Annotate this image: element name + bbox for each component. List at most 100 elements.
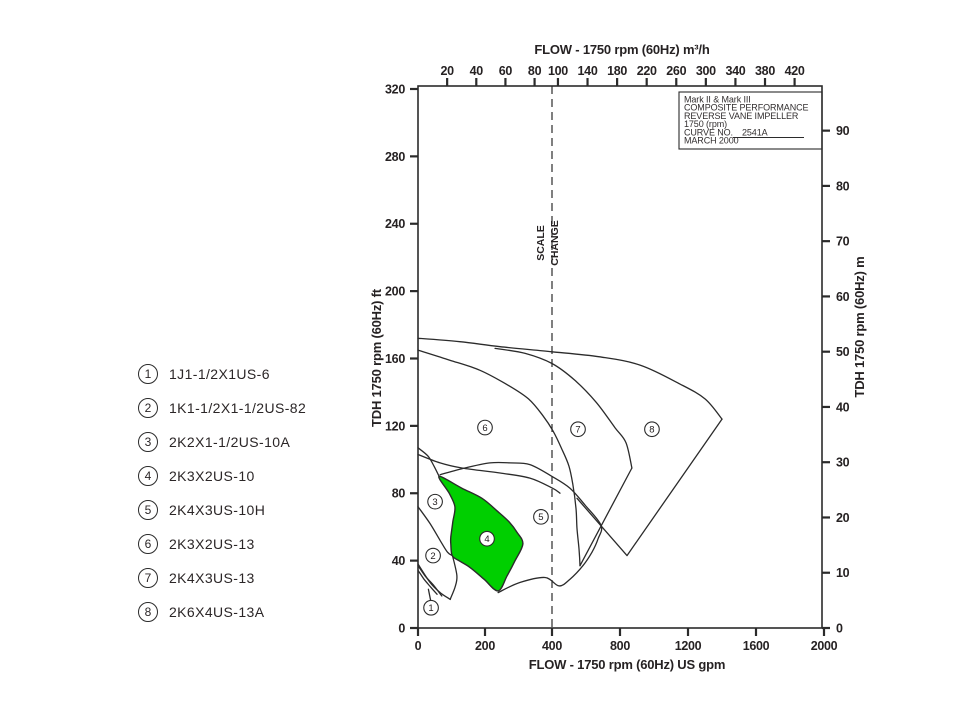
region-marker-number: 3 [432, 497, 437, 508]
axis-tick-label: 800 [610, 639, 630, 653]
axis-tick-label: 0 [836, 622, 843, 636]
legend-item: 3 2K2X1-1/2US-10A [138, 430, 306, 454]
legend-item: 8 2K6X4US-13A [138, 600, 306, 624]
region-marker-circle [644, 421, 660, 438]
title-block-line: Mark II & Mark III [684, 95, 751, 105]
right-axis-title: TDH 1750 rpm (60Hz) m [852, 256, 867, 397]
axis-tick-label: 180 [607, 64, 627, 78]
legend-number-badge: 1 [138, 364, 158, 384]
axis-tick-label: 0 [398, 622, 405, 636]
legend-number-badge: 7 [138, 568, 158, 588]
axis-tick-label: 280 [385, 150, 405, 164]
legend-item: 5 2K4X3US-10H [138, 498, 306, 522]
pump-model-legend: 1 1J1-1/2X1US-6 2 1K1-1/2X1-1/2US-82 3 2… [138, 362, 306, 634]
axis-tick-label: 40 [470, 64, 484, 78]
legend-item-label: 2K4X3US-10H [169, 502, 266, 518]
title-block-line: 1750 (rpm) [684, 119, 727, 129]
axis-tick-label: 80 [528, 64, 542, 78]
axis-tick-label: 240 [385, 217, 405, 231]
axis-tick-label: 100 [548, 64, 568, 78]
axis-tick-label: 60 [499, 64, 513, 78]
axis-tick-label: 30 [836, 456, 850, 470]
region-marker-number: 2 [430, 551, 435, 562]
region2-right-edge [449, 554, 458, 601]
region-marker-3: 3 [427, 493, 443, 510]
region6-bottom-curve [417, 453, 561, 494]
axis-tick-label: 120 [385, 419, 405, 433]
region-marker-circle [425, 547, 441, 564]
region6-right-curve [417, 349, 581, 567]
region-marker-7: 7 [570, 421, 586, 438]
region-marker-8: 8 [644, 421, 660, 438]
scale-change-label-line1: SCALE [535, 225, 547, 261]
region-marker-1: 1 [423, 599, 439, 616]
region-marker-circle [570, 421, 586, 438]
curve-no-value: 2541A [742, 127, 768, 137]
region7-right-edge [579, 467, 633, 567]
axis-tick-label: 420 [785, 64, 805, 78]
axis-tick-label: 60 [836, 290, 850, 304]
region2-top-curve [417, 506, 454, 557]
legend-item-label: 2K6X4US-13A [169, 604, 265, 620]
region-marker-circle [423, 599, 439, 616]
bottom-axis-title: FLOW - 1750 rpm (60Hz) US gpm [529, 657, 725, 672]
region-marker-number: 4 [484, 534, 489, 545]
legend-item-label: 2K4X3US-13 [169, 570, 255, 586]
legend-item: 4 2K3X2US-10 [138, 464, 306, 488]
axis-tick-label: 70 [836, 235, 850, 249]
axis-tick-label: 1200 [675, 639, 702, 653]
title-block-line: REVERSE VANE IMPELLER [684, 111, 799, 121]
region-marker-6: 6 [477, 419, 493, 436]
legend-number-badge: 6 [138, 534, 158, 554]
region-marker-circle [479, 530, 495, 547]
axis-tick-label: 2000 [811, 639, 838, 653]
legend-item-label: 1K1-1/2X1-1/2US-82 [169, 400, 307, 416]
title-block-date: MARCH 2000 [684, 136, 739, 146]
axis-tick-label: 20 [836, 511, 850, 525]
region1-inner-curve [417, 570, 438, 595]
region-marker-5: 5 [533, 508, 549, 525]
axis-tick-label: 400 [542, 639, 562, 653]
region-marker-number: 8 [649, 425, 654, 436]
legend-item: 7 2K4X3US-13 [138, 566, 306, 590]
curve-no-label: CURVE NO. [684, 127, 733, 137]
axis-tick-label: 160 [385, 352, 405, 366]
axis-tick-label: 140 [578, 64, 598, 78]
region-marker-circle [427, 493, 443, 510]
composite-top-curve [417, 337, 723, 420]
axis-tick-label: 320 [385, 82, 405, 96]
axis-tick-label: 220 [637, 64, 657, 78]
legend-item-label: 2K3X2US-13 [169, 536, 255, 552]
left-axis-title: TDH 1750 rpm (60Hz) ft [369, 288, 384, 427]
region-marker-circle [533, 508, 549, 525]
legend-item: 2 1K1-1/2X1-1/2US-82 [138, 396, 306, 420]
title-block-line: COMPOSITE PERFORMANCE [684, 103, 809, 113]
title-block-border [678, 91, 823, 150]
region-marker-number: 6 [482, 423, 487, 434]
axis-tick-label: 40 [836, 400, 850, 414]
region8-edge [576, 418, 723, 557]
axis-tick-label: 80 [392, 487, 406, 501]
region-marker-number: 1 [428, 603, 433, 614]
region7-top-curve [494, 347, 633, 469]
axis-tick-label: 380 [755, 64, 775, 78]
region4-highlight [438, 475, 524, 592]
region-marker-circle [477, 419, 493, 436]
legend-item: 1 1J1-1/2X1US-6 [138, 362, 306, 386]
region-marker-number: 5 [538, 512, 543, 523]
top-axis-title: FLOW - 1750 rpm (60Hz) m³/h [534, 42, 709, 57]
axis-tick-label: 90 [836, 124, 850, 138]
axis-tick-label: 50 [836, 345, 850, 359]
legend-number-badge: 3 [138, 432, 158, 452]
axis-tick-label: 300 [696, 64, 716, 78]
region-marker-4: 4 [479, 530, 495, 547]
legend-item: 6 2K3X2US-13 [138, 532, 306, 556]
region1-outer-curve [417, 565, 443, 597]
axis-tick-label: 340 [725, 64, 745, 78]
region-marker-2: 2 [425, 547, 441, 564]
axis-tick-label: 260 [666, 64, 686, 78]
legend-number-badge: 5 [138, 500, 158, 520]
axis-tick-label: 20 [440, 64, 454, 78]
